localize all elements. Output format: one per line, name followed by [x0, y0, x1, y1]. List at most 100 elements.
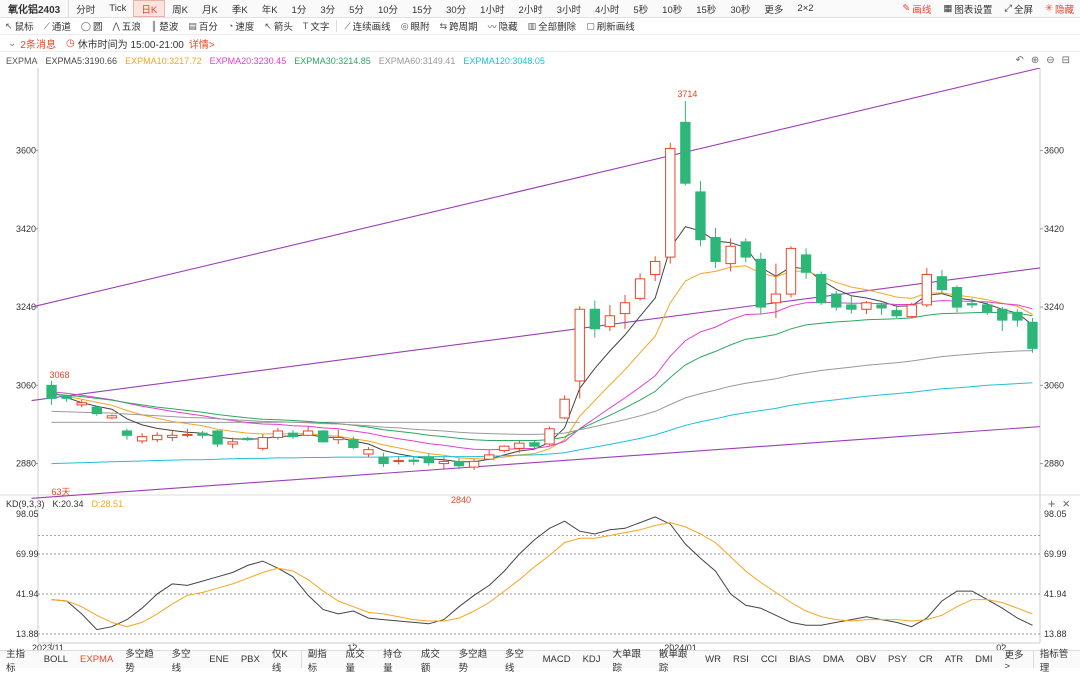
candle-body[interactable] — [46, 384, 57, 399]
period-tab[interactable]: 分时 — [76, 4, 96, 16]
indicator-tab[interactable]: 散单跟踪 — [658, 648, 688, 674]
candle-body[interactable] — [242, 437, 253, 441]
candle-body[interactable] — [182, 433, 193, 436]
candle-body[interactable] — [257, 436, 268, 449]
candle-body[interactable] — [152, 434, 163, 441]
indicator-tab[interactable]: PSY — [888, 654, 908, 665]
indicator-tab[interactable]: BOLL — [43, 654, 69, 665]
candle-body[interactable] — [197, 432, 208, 436]
candle-body[interactable] — [770, 293, 782, 304]
indicator-tab[interactable]: KDJ — [582, 654, 601, 665]
candle-body[interactable] — [1027, 321, 1038, 349]
indicator-tab[interactable]: RSI — [732, 654, 749, 665]
candle-body[interactable] — [61, 395, 72, 399]
candle-body[interactable] — [997, 308, 1008, 321]
zoom-in-icon[interactable]: ⊕ — [1030, 55, 1040, 66]
candle-body[interactable] — [936, 276, 948, 291]
candle-body[interactable] — [710, 237, 721, 262]
candle-body[interactable] — [272, 430, 284, 438]
close-icon[interactable]: × — [1062, 496, 1070, 511]
add-icon[interactable]: + — [1047, 496, 1056, 511]
draw-tool[interactable]: ▤ 百分 — [183, 19, 223, 34]
candle-body[interactable] — [408, 459, 419, 462]
candle-body[interactable] — [951, 287, 963, 308]
candle-body[interactable] — [876, 304, 887, 309]
candle-body[interactable] — [438, 460, 450, 465]
period-tab[interactable]: 4小时 — [595, 4, 620, 16]
candle-body[interactable] — [121, 430, 133, 436]
candle-body[interactable] — [574, 308, 585, 382]
indicator-tab[interactable]: BIAS — [789, 654, 811, 665]
channel-line[interactable] — [31, 267, 1041, 402]
candle-body[interactable] — [514, 442, 525, 449]
indicator-tab[interactable]: 成交量 — [345, 648, 365, 674]
period-tab[interactable]: 年K — [261, 4, 278, 16]
messages-link[interactable]: 2条消息 — [20, 39, 56, 51]
candle-body[interactable] — [302, 430, 314, 436]
indicator-tab[interactable]: 成交额 — [420, 648, 440, 674]
candle-body[interactable] — [76, 402, 87, 406]
candle-body[interactable] — [559, 398, 570, 419]
candle-body[interactable] — [665, 147, 676, 258]
indicator-tab[interactable]: DMI — [975, 654, 993, 665]
candle-body[interactable] — [318, 430, 329, 443]
period-tab[interactable]: 1小时 — [480, 4, 505, 16]
indicator-tab[interactable]: OBV — [855, 654, 877, 665]
draw-tool[interactable]: ⟋ 通道 — [39, 19, 76, 34]
period-tab[interactable]: 15分 — [412, 4, 433, 16]
candle-body[interactable] — [453, 460, 465, 467]
draw-tool[interactable]: ⇆ 跨周期 — [435, 19, 483, 34]
candle-body[interactable] — [136, 436, 148, 442]
indicator-tab[interactable]: 大单跟踪 — [612, 648, 642, 674]
candle-body[interactable] — [333, 436, 344, 441]
period-tab[interactable]: 5秒 — [633, 4, 649, 16]
period-tab[interactable]: 月K — [202, 4, 218, 16]
draw-tool[interactable]: ▥ 全部删除 — [523, 19, 582, 34]
indicator-tab[interactable]: 仅K线 — [271, 648, 288, 674]
indicator-tab[interactable]: WR — [705, 654, 721, 665]
indicator-tab[interactable]: EXPMA — [80, 654, 114, 665]
candle-body[interactable] — [363, 449, 374, 455]
candle-body[interactable] — [846, 304, 857, 310]
candle-body[interactable] — [831, 293, 842, 308]
candle-body[interactable] — [740, 241, 751, 258]
draw-tool[interactable]: ◎ 眼附 — [396, 19, 435, 34]
indicator-tab[interactable]: DMA — [822, 654, 844, 665]
period-tab[interactable]: 3小时 — [556, 4, 582, 16]
period-tab[interactable]: 5分 — [349, 4, 364, 16]
candle-body[interactable] — [484, 454, 495, 460]
period-tab[interactable]: Tick — [109, 3, 127, 14]
candle-body[interactable] — [423, 456, 434, 464]
symbol-selector[interactable]: 氧化铝2403 — [0, 0, 70, 17]
candle-body[interactable] — [499, 445, 510, 452]
candle-body[interactable] — [348, 439, 359, 448]
candle-body[interactable] — [393, 460, 404, 463]
chevron-down-icon[interactable]: ⌄ — [8, 37, 17, 49]
period-tab[interactable]: 30秒 — [730, 4, 751, 16]
candle-body[interactable] — [604, 315, 616, 328]
candle-body[interactable] — [634, 278, 646, 299]
indicator-tab[interactable]: 多空线 — [171, 648, 191, 674]
candle-body[interactable] — [212, 430, 223, 445]
candle-body[interactable] — [680, 121, 691, 184]
indicator-tab[interactable]: 主指标 — [6, 648, 26, 674]
draw-tool[interactable]: ▢ 刷新画线 — [581, 19, 640, 34]
channel-line[interactable] — [31, 68, 1041, 308]
draw-tool[interactable]: ║ 楚波 — [146, 19, 183, 33]
draw-tool[interactable]: T 文字 — [298, 19, 335, 33]
indicator-tab[interactable]: MACD — [542, 654, 571, 665]
indicator-manage-button[interactable]: 指标管理 — [1032, 649, 1080, 674]
undo-icon[interactable]: ↶ — [1015, 55, 1024, 66]
draw-tool[interactable]: ↖ 鼠标 — [0, 19, 39, 34]
collapse-icon[interactable]: ⊟ — [1061, 55, 1070, 66]
detail-link[interactable]: 详情> — [188, 39, 215, 51]
indicator-tab[interactable]: CR — [919, 654, 933, 665]
kline-chart[interactable]: 3600 3600 3420 3420 3240 3240 3060 3060 2880 2880… — [0, 68, 1080, 650]
candle-body[interactable] — [1012, 311, 1023, 321]
indicator-tab[interactable]: 持仓量 — [383, 648, 403, 674]
indicator-tab[interactable]: ATR — [944, 654, 964, 665]
indicator-tab[interactable]: 副指标 — [300, 649, 340, 674]
indicator-tab[interactable]: PBX — [240, 654, 260, 665]
candle-body[interactable] — [755, 258, 766, 308]
candle-body[interactable] — [287, 432, 299, 438]
